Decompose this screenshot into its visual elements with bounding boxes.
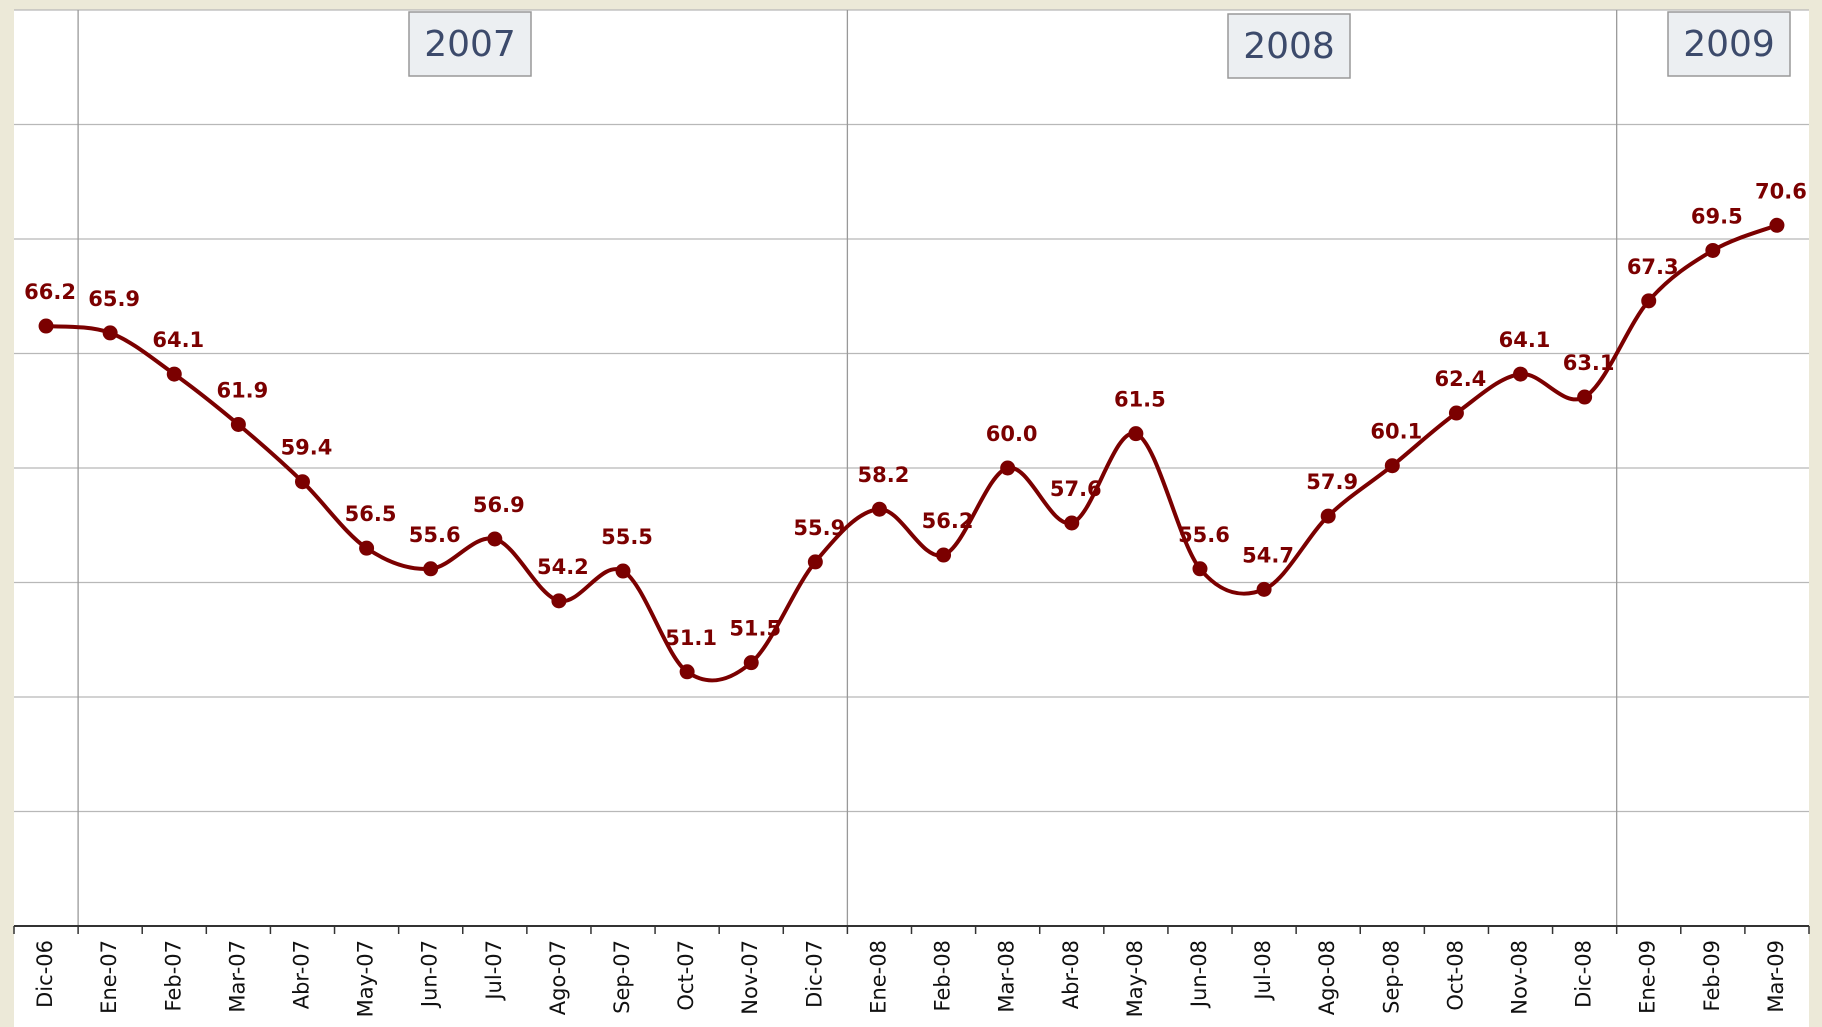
x-tick-label: May-08 xyxy=(1123,940,1147,1017)
data-label: 69.5 xyxy=(1691,204,1743,228)
point xyxy=(1384,458,1400,474)
data-label: 57.6 xyxy=(1050,477,1102,501)
year-label: 2009 xyxy=(1683,24,1775,65)
year-box xyxy=(1667,11,1791,77)
data-label: 55.9 xyxy=(793,516,845,540)
x-tick-label: Ene-08 xyxy=(866,940,890,1014)
data-label: 60.0 xyxy=(986,422,1038,446)
data-label: 56.9 xyxy=(473,493,525,517)
point xyxy=(1577,389,1593,405)
data-label: 65.9 xyxy=(88,287,140,311)
year-box xyxy=(408,11,532,77)
point xyxy=(615,563,631,579)
point xyxy=(1064,515,1080,531)
data-label: 54.2 xyxy=(537,555,589,579)
year-label: 2008 xyxy=(1243,26,1335,67)
point xyxy=(102,325,118,341)
point xyxy=(1000,460,1016,476)
point xyxy=(1513,366,1529,382)
x-tick-label: Dic-06 xyxy=(33,940,57,1008)
point xyxy=(1192,561,1208,577)
data-label: 63.1 xyxy=(1563,351,1615,375)
data-label: 61.5 xyxy=(1114,388,1166,412)
point xyxy=(1320,508,1336,524)
data-label: 51.1 xyxy=(665,626,717,650)
x-tick-label: Ene-07 xyxy=(97,940,121,1014)
year-label: 2007 xyxy=(424,24,516,65)
x-tick-label: Dic-07 xyxy=(802,940,826,1008)
point xyxy=(423,561,439,577)
x-tick-label: Ago-08 xyxy=(1315,940,1339,1015)
point xyxy=(1448,405,1464,421)
data-label: 64.1 xyxy=(1499,328,1551,352)
x-tick-label: Mar-08 xyxy=(995,940,1019,1013)
data-label: 60.1 xyxy=(1370,420,1422,444)
point xyxy=(294,474,310,490)
data-label: 55.6 xyxy=(1178,523,1230,547)
data-label: 57.9 xyxy=(1306,470,1358,494)
data-label: 62.4 xyxy=(1434,367,1486,391)
data-label: 56.2 xyxy=(922,509,974,533)
data-label: 64.1 xyxy=(152,328,204,352)
x-tick-label: Jun-07 xyxy=(418,940,442,1009)
x-tick-label: Oct-08 xyxy=(1443,940,1467,1011)
data-label: 54.7 xyxy=(1242,543,1294,567)
point xyxy=(1128,426,1144,442)
x-tick-label: Feb-08 xyxy=(931,940,955,1011)
line xyxy=(45,223,1778,683)
data-label: 56.5 xyxy=(345,502,397,526)
x-tick-label: Jun-08 xyxy=(1187,940,1211,1009)
x-tick-label: Dic-08 xyxy=(1572,940,1596,1008)
data-label: 70.6 xyxy=(1755,179,1807,203)
x-tick-label: Nov-08 xyxy=(1508,940,1532,1015)
x-tick-label: Feb-07 xyxy=(161,940,185,1011)
point xyxy=(679,664,695,680)
x-tick-label: Sep-07 xyxy=(610,940,634,1014)
x-tick-label: Ene-09 xyxy=(1636,940,1660,1014)
x-tick-label: Jul-07 xyxy=(482,940,506,1002)
x-tick-label: Ago-07 xyxy=(546,940,570,1015)
point xyxy=(551,593,567,609)
point xyxy=(743,655,759,671)
data-label: 51.5 xyxy=(729,617,781,641)
x-tick-label: Feb-09 xyxy=(1700,940,1724,1011)
year-box xyxy=(1227,13,1351,79)
point xyxy=(871,501,887,517)
point xyxy=(1641,293,1657,309)
point xyxy=(936,547,952,563)
point xyxy=(1705,242,1721,258)
point xyxy=(1769,217,1785,233)
x-tick-label: Abr-07 xyxy=(289,940,313,1009)
data-label: 59.4 xyxy=(281,436,333,460)
x-tick-label: Mar-09 xyxy=(1764,940,1788,1013)
point xyxy=(230,416,246,432)
point xyxy=(166,366,182,382)
x-tick-label: Mar-07 xyxy=(225,940,249,1013)
x-tick-label: Sep-08 xyxy=(1379,940,1403,1014)
data-label: 55.6 xyxy=(409,523,461,547)
point xyxy=(38,318,54,334)
point xyxy=(359,540,375,556)
data-label: 55.5 xyxy=(601,525,653,549)
point xyxy=(807,554,823,570)
point xyxy=(487,531,503,547)
point xyxy=(1256,581,1272,597)
x-tick-label: May-07 xyxy=(354,940,378,1017)
data-label: 67.3 xyxy=(1627,255,1679,279)
data-label: 58.2 xyxy=(858,463,910,487)
x-tick-label: Oct-07 xyxy=(674,940,698,1011)
x-tick-label: Jul-08 xyxy=(1251,940,1275,1002)
data-label: 66.2 xyxy=(24,280,76,304)
x-tick-label: Abr-08 xyxy=(1059,940,1083,1009)
data-label: 61.9 xyxy=(216,378,268,402)
x-tick-label: Nov-07 xyxy=(738,940,762,1015)
plot-area xyxy=(14,10,1809,1027)
